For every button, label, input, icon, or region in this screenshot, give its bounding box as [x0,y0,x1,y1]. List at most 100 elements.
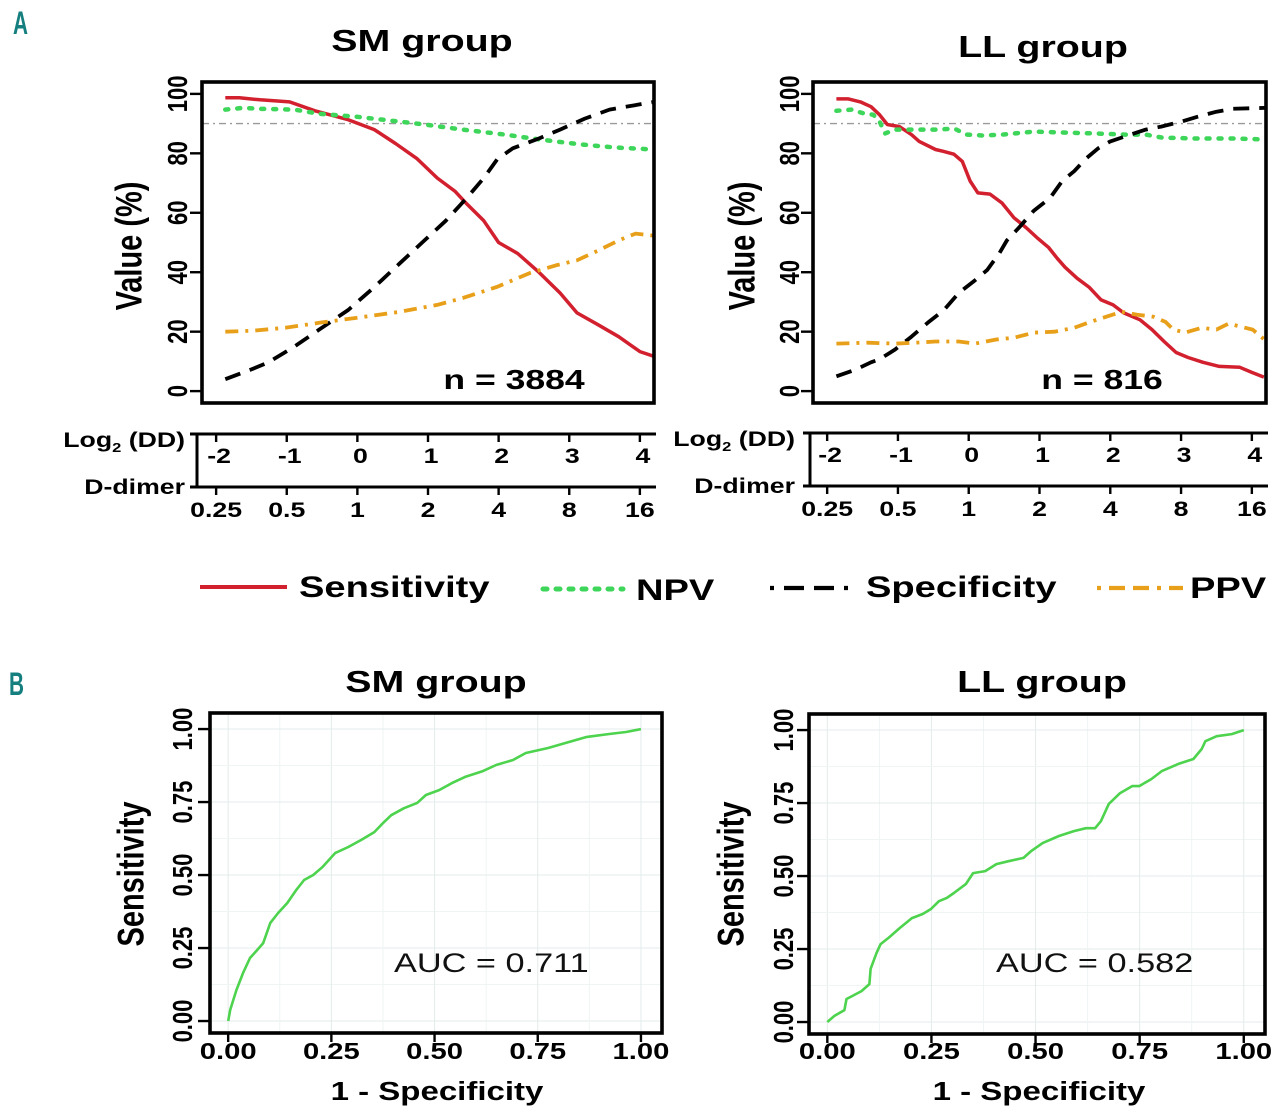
plot-frame [807,712,1267,1036]
x-tick-label: 0.25 [903,1038,960,1064]
log2-tick-label-group: 1 [424,445,439,469]
log2-tick-label-group: 3 [1177,444,1192,468]
log2-tick-label: -1 [889,444,913,468]
x-tick-label: 0.00 [799,1038,856,1064]
y-tick-label: 0.00 [168,1000,199,1043]
y-tick-label-group: 80 [775,141,806,165]
grid [210,713,662,1033]
x-tick-label-group: 0.50 [1007,1038,1064,1064]
ll-roc-title: LL group [957,664,1127,699]
y-tick-label-group: 0.00 [769,1001,800,1044]
x-tick-label: 0.75 [509,1038,566,1064]
ddimer-tick-label-group: 0.25 [190,499,242,523]
plot-area [826,728,1245,1023]
log2-tick-label: 0 [353,445,368,469]
ll-threshold-title: LL group [958,29,1128,64]
log2-tick-label-group: 1 [1035,444,1050,468]
series-line-specificity [835,106,1265,379]
ddimer-tick-label: 0.25 [801,498,853,522]
x-tick-label-group: 0.00 [799,1038,856,1064]
y-tick-label: 0.25 [168,927,199,970]
ddimer-tick-label-group: 8 [562,499,577,523]
plot-frame [200,80,656,405]
ll-threshold-plot: 0 20 40 60 80 100 -2 0.25 -1 0.5 0 1 1 2 2 4 3 8 4 16 [775,76,1268,522]
grid [809,714,1265,1034]
legend-label-ppv: PPV [1190,572,1266,605]
ddimer-tick-label: 4 [1103,498,1119,522]
ll-roc-ylabel: Sensitivity [711,801,752,946]
y-tick-label-group: 60 [775,201,806,225]
series-line-ppv [225,231,654,334]
x-tick-label-group: 0.25 [903,1038,960,1064]
y-tick-label-group: 60 [163,201,194,225]
ddimer-tick-label-group: 0.5 [268,499,305,523]
y-tick-label-group: 20 [775,319,806,343]
y-tick-label: 20 [775,319,806,343]
x-tick-label: 0.25 [303,1038,360,1064]
y-tick-label: 0.00 [769,1001,800,1044]
ddimer-tick-label-group: 1 [961,498,976,522]
log2-tick-label-group: -2 [207,445,231,469]
panel-label-b: B [9,666,24,702]
y-tick-label: 0 [775,385,806,397]
plot-frame [208,711,664,1035]
ddimer-tick-label-group: 1 [350,499,365,523]
y-tick-label-group: 100 [163,76,194,113]
ddimer-tick-label: 2 [421,499,436,523]
ddimer-tick-label-group: 0.5 [879,498,916,522]
series-line-npv [223,105,654,152]
log-scale-axis: -2 0.25 -1 0.5 0 1 1 2 2 4 3 8 4 16 [801,431,1268,522]
y-tick-label-group: 0.75 [168,781,199,824]
x-tick-label-group: 0.50 [406,1038,463,1064]
legend-label-sensitivity: Sensitivity [299,571,490,604]
ddimer-tick-label-group: 16 [1237,498,1267,522]
y-tick-label-group: 0.50 [769,855,800,898]
y-tick-label-group: 40 [775,260,806,284]
y-tick-label: 0.50 [769,855,800,898]
log2-tick-label-group: -2 [818,444,842,468]
log2-tick-label: 2 [494,445,509,469]
x-tick-label-group: 0.25 [303,1038,360,1064]
x-tick-label-group: 0.00 [200,1038,257,1064]
y-tick-label-group: 1.00 [769,709,800,752]
sm-threshold-ylabel: Value (%) [109,182,150,311]
plot-area [226,727,642,1022]
ll-sample-size: n = 816 [1041,364,1163,395]
series-line-roc [826,728,1245,1023]
y-tick-label: 60 [775,201,806,225]
legend: Sensitivity NPV Specificity PPV [200,571,1266,607]
ddimer-tick-label: 0.25 [190,499,242,523]
y-tick-label-group: 0.25 [168,927,199,970]
x-tick-label: 1.00 [1215,1038,1272,1064]
y-tick-label-group: 80 [163,141,194,165]
x-tick-label: 0.00 [200,1038,257,1064]
log2-tick-label-group: 4 [635,445,651,469]
y-tick-label-group: 0 [163,385,194,397]
log2-tick-label-group: 4 [1247,444,1263,468]
y-tick-label: 60 [163,201,194,225]
ddimer-tick-label: 2 [1032,498,1047,522]
y-tick-label: 20 [163,319,194,343]
y-tick-label-group: 1.00 [168,708,199,751]
ddimer-tick-label-group: 2 [421,499,436,523]
sm-threshold-title: SM group [331,23,512,58]
x-tick-label: 1.00 [613,1038,670,1064]
ll-ddimer-axis-label: D-dimer [694,475,795,499]
ddimer-tick-label-group: 4 [1103,498,1119,522]
ll-auc-annotation: AUC = 0.582 [996,948,1193,979]
x-tick-label-group: 0.75 [509,1038,566,1064]
x-tick-label-group: 1.00 [1215,1038,1272,1064]
y-tick-label: 0 [163,385,194,397]
y-tick-label: 1.00 [168,708,199,751]
series-line-sensitivity [836,97,1265,379]
ddimer-tick-label: 0.5 [879,498,916,522]
plot-frame [811,80,1268,405]
sm-threshold-plot: 0 20 40 60 80 100 -2 0.25 -1 0.5 0 1 1 2 2 4 3 8 4 16 [163,76,656,523]
series-line-specificity [224,100,654,381]
y-tick-label: 0.75 [769,782,800,825]
legend-label-npv: NPV [636,574,714,607]
series-line-sensitivity [225,96,654,358]
sm-roc-xlabel: 1 - Specificity [331,1077,544,1106]
log2-tick-label: -1 [278,445,302,469]
x-tick-label: 0.75 [1111,1038,1168,1064]
